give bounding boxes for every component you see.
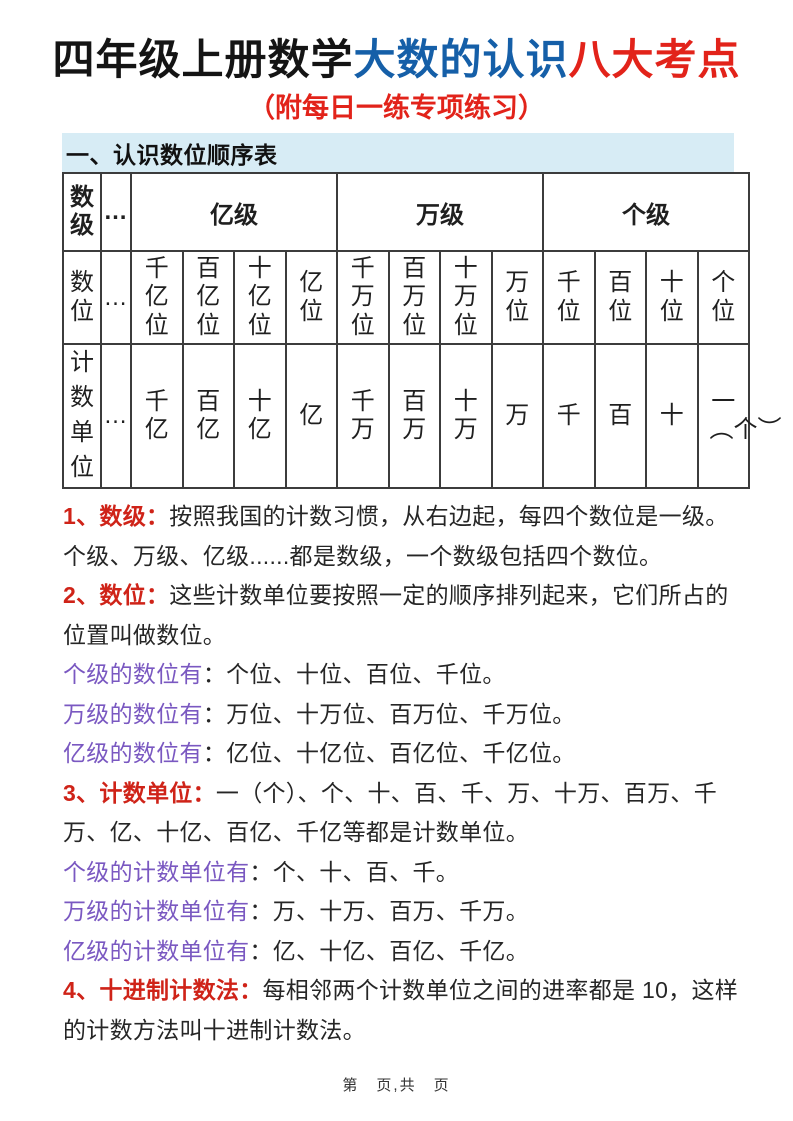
ellipsis-cell: … [100, 172, 132, 252]
unit-cell: 万 [490, 343, 544, 489]
note-text: 每相邻两个计数单位之间的进率都是 10，这样的计数方法叫十进制计数法。 [63, 977, 739, 1043]
level-row-header: 数级 [62, 172, 102, 252]
note-text: ：万、十万、百万、千万。 [249, 898, 530, 924]
page-footer: 第 页,共 页 [342, 1077, 451, 1094]
unit-row: 计数单位 … 千亿 百亿 十亿 亿 千万 百万 十万 万 千 百 十 一︵个︶ [62, 343, 781, 489]
notes-block: 1、数级：按照我国的计数习惯，从右边起，每四个数位是一级。个级、万级、亿级...… [63, 497, 747, 1050]
unit-cell: 十万 [439, 343, 493, 489]
note-label: 1、数级： [63, 503, 170, 529]
note-text: 按照我国的计数习惯，从右边起，每四个数位是一级。个级、万级、亿级......都是… [63, 503, 729, 569]
ellipsis-cell: … [100, 343, 132, 489]
unit-cell: 百 [593, 343, 647, 489]
note-text: ：亿、十亿、百亿、千亿。 [249, 937, 530, 964]
note-label: 4、十进制计数法： [63, 977, 263, 1003]
digit-cell: 千亿位 [130, 250, 184, 345]
unit-cell: 亿 [284, 343, 338, 489]
page-title: 四年级上册数学大数的认识八大考点 [0, 38, 793, 84]
note-text: ：亿位、十亿位、百亿位、千亿位。 [202, 740, 576, 766]
unit-row-header: 计数单位 [62, 343, 102, 489]
page-subtitle: （附每日一练专项练习） [248, 93, 545, 123]
digit-cell: 十万位 [439, 250, 493, 345]
digit-cell: 十亿位 [233, 250, 287, 345]
note-text: 这些计数单位要按照一定的顺序排列起来，它们所占的位置叫做数位。 [63, 582, 729, 648]
note-paragraph: 3、计数单位：一（个）、个、十、百、千、万、十万、百万、千万、亿、十亿、百亿、千… [63, 774, 747, 853]
note-paragraph: 个级的数位有：个位、十位、百位、千位。 [63, 655, 747, 695]
note-paragraph: 万级的计数单位有：万、十万、百万、千万。 [63, 892, 747, 932]
digit-cell: 个位 [696, 250, 750, 345]
note-paragraph: 4、十进制计数法：每相邻两个计数单位之间的进率都是 10，这样的计数方法叫十进制… [63, 971, 747, 1050]
unit-cell: 千万 [336, 343, 390, 489]
note-label: 3、计数单位： [63, 779, 216, 806]
place-value-table: 数级 … 亿级 万级 个级 数位 … 千亿位 百亿位 十亿位 亿位 千万位 百万… [62, 172, 781, 489]
note-paragraph: 1、数级：按照我国的计数习惯，从右边起，每四个数位是一级。个级、万级、亿级...… [63, 497, 747, 576]
digit-cell: 万位 [490, 250, 544, 345]
note-paragraph: 亿级的数位有：亿位、十亿位、百亿位、千亿位。 [63, 734, 747, 774]
note-paragraph: 个级的计数单位有：个、十、百、千。 [63, 853, 747, 893]
unit-cell: 十 [645, 343, 699, 489]
level-group-cell: 万级 [336, 172, 544, 252]
note-text: ：个位、十位、百位、千位。 [202, 661, 506, 687]
digit-cell: 千位 [542, 250, 596, 345]
digit-cell: 千万位 [336, 250, 390, 345]
note-text: 一（个）、个、十、百、千、万、十万、百万、千万、亿、十亿、百亿、千亿等都是计数单… [63, 779, 718, 846]
unit-cell: 千 [542, 343, 596, 489]
note-paragraph: 2、数位：这些计数单位要按照一定的顺序排列起来，它们所占的位置叫做数位。 [63, 576, 747, 655]
note-paragraph: 万级的数位有：万位、十万位、百万位、千万位。 [63, 695, 747, 735]
note-paragraph: 亿级的计数单位有：亿、十亿、百亿、千亿。 [63, 932, 747, 972]
digit-row-header: 数位 [62, 250, 102, 345]
digit-cell: 亿位 [284, 250, 338, 345]
unit-cell: 百亿 [181, 343, 235, 489]
note-text: ：个、十、百、千。 [249, 858, 460, 885]
note-label: 个级的数位有 [63, 661, 203, 687]
digit-cell: 十位 [645, 250, 699, 345]
title-part-black: 四年级上册数学 [52, 38, 354, 84]
level-row: 数级 … 亿级 万级 个级 [62, 172, 750, 252]
unit-cell: 十亿 [233, 343, 287, 489]
level-group-cell: 个级 [542, 172, 750, 252]
note-label: 万级的数位有 [63, 700, 203, 727]
section-heading-label: 一、认识数位顺序表 [66, 141, 278, 168]
note-label: 个级的计数单位有 [63, 858, 250, 885]
note-label: 亿级的数位有 [63, 740, 203, 766]
title-part-blue: 大数的认识 [353, 38, 569, 84]
digit-cell: 百亿位 [181, 250, 235, 345]
note-label: 2、数位： [63, 582, 170, 608]
note-label: 万级的计数单位有 [63, 898, 250, 924]
section-heading-bar: 一、认识数位顺序表 [62, 133, 734, 172]
digit-row: 数位 … 千亿位 百亿位 十亿位 亿位 千万位 百万位 十万位 万位 千位 百位… [62, 250, 750, 345]
unit-cell: 一︵个︶ [696, 343, 781, 489]
digit-cell: 百位 [593, 250, 647, 345]
note-text: ：万位、十万位、百万位、千万位。 [202, 700, 576, 727]
unit-cell: 千亿 [130, 343, 184, 489]
note-label: 亿级的计数单位有 [63, 937, 250, 964]
digit-cell: 百万位 [387, 250, 441, 345]
ellipsis-cell: … [100, 250, 132, 345]
title-part-red: 八大考点 [568, 38, 741, 84]
unit-cell: 百万 [387, 343, 441, 489]
level-group-cell: 亿级 [130, 172, 338, 252]
